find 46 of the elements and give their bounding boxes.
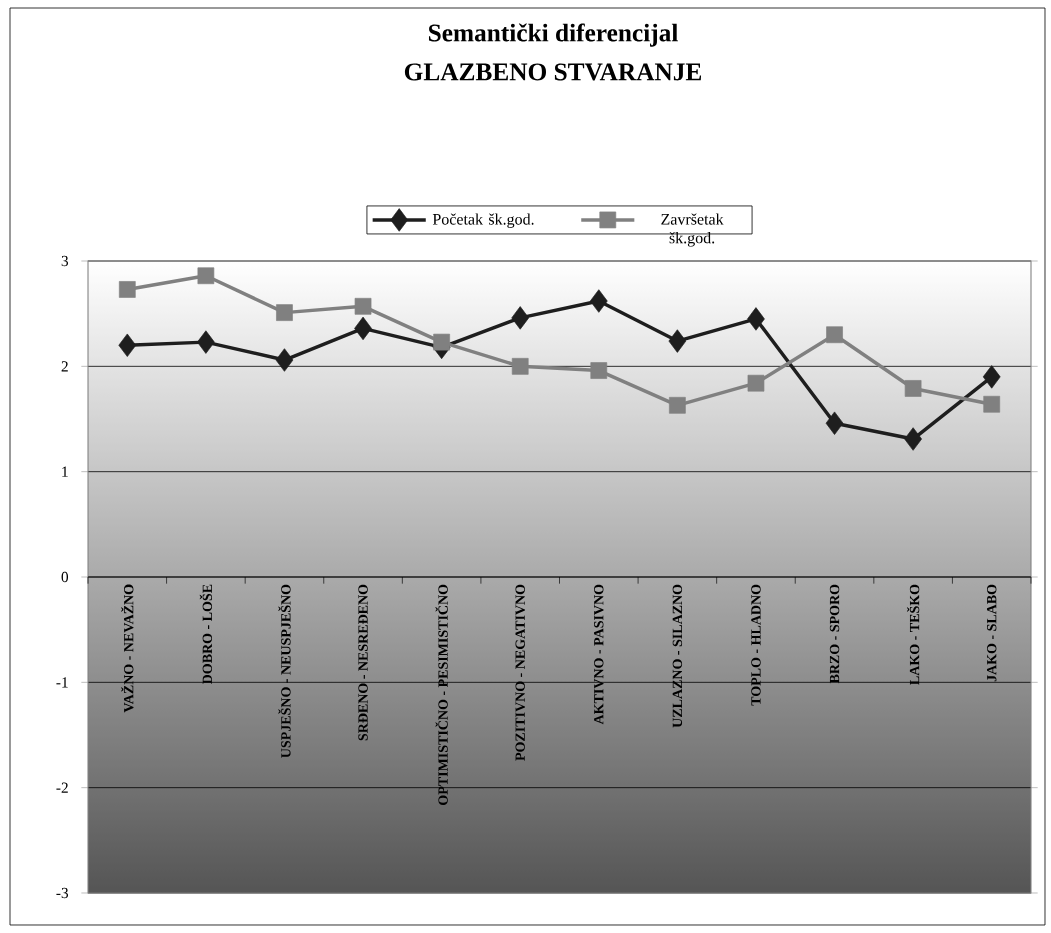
legend-label: Početak šk.god.: [432, 213, 534, 228]
x-tick-label: SRĐENO - NESREĐENO: [358, 584, 368, 741]
point: [668, 329, 687, 353]
point: [904, 380, 922, 397]
x-tick-label: UZLAZNO - SILAZNO: [672, 584, 683, 728]
point: [826, 326, 843, 344]
chart-subtitle: GLAZBENO STVARANJE: [404, 63, 702, 81]
y-tick-label: 1: [62, 466, 68, 477]
x-tick-label: JAKO - SLABO: [987, 584, 997, 682]
point: [904, 427, 922, 451]
point: [197, 267, 215, 285]
point: [275, 348, 294, 372]
x-tick-label: TOPLO - HLADNO: [751, 584, 761, 706]
point: [982, 365, 1001, 389]
x-tick-label: BRZO - SPORO: [829, 584, 840, 684]
y-tick-label: 3: [61, 255, 69, 267]
y-tick-label: -1: [56, 677, 68, 688]
point: [354, 297, 372, 315]
y-tick-label: -3: [56, 887, 69, 899]
point: [433, 333, 450, 351]
point: [511, 306, 530, 330]
y-tick-label: 0: [61, 571, 69, 583]
x-tick-label: VAŽNO - NEVAŽNO: [121, 584, 134, 713]
point: [983, 395, 1001, 413]
point: [354, 316, 372, 341]
point: [669, 396, 686, 414]
x-tick-label: LAKO - TEŠKO: [906, 584, 920, 685]
x-tick-label: USPJEŠNO - NEUSPJEŠNO: [278, 584, 291, 758]
point: [747, 374, 765, 392]
point: [589, 289, 608, 313]
y-tick-label: 2: [61, 361, 68, 372]
legend-label: Završetak šk.god.: [661, 213, 724, 247]
point: [511, 358, 529, 375]
point: [197, 330, 215, 354]
point: [118, 333, 137, 357]
point: [825, 411, 844, 435]
x-tick-label: POZITIVNO - NEGATIVNO: [515, 584, 525, 761]
chart-title: Semantički diferencijal: [428, 23, 678, 47]
point: [590, 362, 608, 379]
point: [276, 304, 293, 321]
y-tick-label: -2: [56, 782, 68, 793]
point: [118, 281, 136, 298]
point: [747, 307, 765, 331]
x-tick-label: DOBRO - LOŠE: [199, 584, 213, 685]
x-tick-label: OPTIMISTIČNO - PESIMISTIČNO: [435, 584, 448, 805]
x-tick-label: AKTIVNO - PASIVNO: [594, 584, 604, 725]
